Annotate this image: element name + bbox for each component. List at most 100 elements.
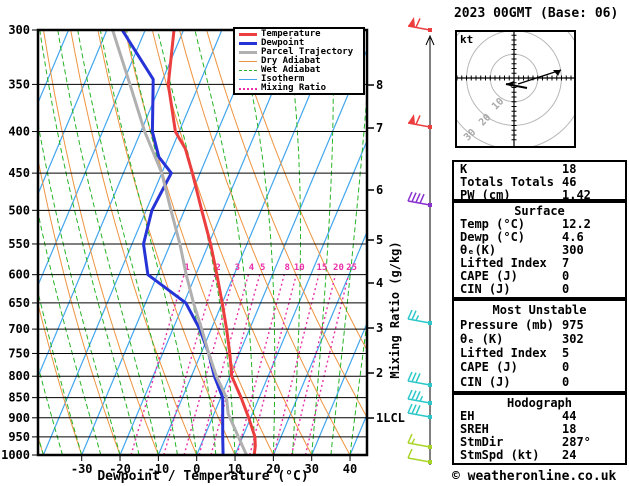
panel-row-value: 302 — [562, 331, 584, 346]
legend-label: Parcel Trajectory — [261, 47, 354, 57]
isotherm-line — [38, 30, 108, 196]
panel-row-value: 300 — [562, 243, 584, 257]
panel-row-label: EH — [460, 409, 475, 423]
panel-row-label: Pressure (mb) — [460, 317, 554, 332]
temperature-curve — [166, 30, 257, 455]
panel-row-label: Lifted Index — [460, 346, 547, 361]
panel-row: Lifted Index 5 — [454, 347, 625, 360]
pressure-tick-label: 300 — [8, 23, 30, 37]
mixing-ratio-line — [130, 274, 185, 455]
storm-motion-arrowhead — [553, 70, 561, 76]
panel-row: EH 44 — [454, 410, 625, 423]
wind-barb — [407, 309, 432, 325]
panel-row-value: 18 — [562, 162, 577, 176]
panel-row-value: 1.42 — [562, 188, 591, 202]
mixing-ratio-value-label: 8 — [285, 263, 290, 273]
km-tick-label: 7 — [376, 121, 383, 135]
panel-row: CAPE (J) 0 — [454, 361, 625, 374]
legend-label: Isotherm — [261, 74, 305, 84]
legend-item: Mixing Ratio — [239, 84, 363, 93]
legend-label: Dewpoint — [261, 38, 305, 48]
legend-label: Dry Adiabat — [261, 56, 321, 66]
pressure-tick-label: 950 — [8, 430, 30, 444]
panel-row-label: Dewp (°C) — [460, 230, 526, 244]
panel-row-label: θₑ (K) — [460, 331, 504, 346]
panel-row-value: 287° — [562, 435, 591, 449]
wind-barb — [407, 403, 432, 419]
pressure-tick-label: 900 — [8, 411, 30, 425]
km-tick-label: 8 — [376, 78, 383, 92]
km-tick-label: 2 — [376, 366, 383, 380]
x-axis-title: Dewpoint / Temperature (°C) — [97, 469, 309, 484]
panel-row-label: CAPE (J) — [460, 269, 518, 283]
mixing-ratio-value-label: 5 — [260, 263, 265, 273]
panel-row: CIN (J) 0 — [454, 375, 625, 389]
panel-row: PW (cm) 1.42 — [454, 189, 625, 202]
panel-hodograph: Hodograph EH 44 SREH 18 StmDir 287° StmSpd (kt)… — [452, 393, 627, 465]
panel-row-label: CIN (J) — [460, 282, 511, 296]
pressure-tick-label: 1000 — [1, 448, 30, 462]
panel-row-label: CAPE (J) — [460, 360, 518, 375]
pressure-tick-label: 450 — [8, 166, 30, 180]
low-level-shear-arrowhead — [506, 81, 514, 87]
legend-swatch-dewpoint — [239, 42, 257, 45]
isotherm-line — [311, 321, 367, 455]
panel-title: Hodograph — [506, 396, 573, 410]
temp-tick-label: -10 — [148, 462, 170, 476]
hodograph-unit-label: kt — [460, 33, 474, 46]
panel-row: StmDir 287° — [454, 436, 625, 449]
dewpoint-curve — [120, 30, 225, 455]
wind-barb — [407, 191, 432, 207]
isotherm-line — [42, 30, 223, 455]
temp-tick-label: -30 — [71, 462, 93, 476]
hodograph-ring-label: 10 — [490, 96, 506, 112]
pressure-tick-label: 550 — [8, 237, 30, 251]
panel-row-label: Temp (°C) — [460, 217, 526, 231]
panel-row: CAPE (J) 0 — [454, 270, 625, 283]
legend-item: Wet Adiabat — [239, 66, 363, 75]
pressure-tick-label: 700 — [8, 322, 30, 336]
panel-row-label: K — [460, 162, 468, 176]
wet-adiabat-line — [57, 30, 159, 455]
panel-title: Surface — [514, 204, 565, 218]
panel-row-value: 7 — [562, 256, 570, 270]
panel-indices: K 18 Totals Totals 46 PW (cm) 1.42 — [452, 160, 627, 202]
pressure-tick-label: 800 — [8, 369, 30, 383]
panel-row-label: Totals Totals — [460, 175, 554, 189]
legend-swatch-parcel-trajectory — [239, 51, 257, 54]
panel-row-value: 975 — [562, 317, 584, 332]
legend-item: Dewpoint — [239, 39, 363, 48]
panel-row-value: 0 — [562, 360, 570, 375]
wind-barb — [407, 448, 432, 464]
plot-area: 1 2 3 4 5 8 10 15 20 25 — [38, 30, 367, 455]
panel-row: Temp (°C) 12.2 — [454, 218, 625, 231]
footer-credit: © weatheronline.co.uk — [452, 469, 617, 484]
isotherm-line — [196, 47, 367, 455]
mixing-ratio-value-label: 15 — [316, 263, 327, 273]
legend-item: Temperature — [239, 30, 363, 39]
panel-row-value: 24 — [562, 448, 577, 462]
isotherm-line — [272, 230, 367, 455]
legend-label: Mixing Ratio — [261, 83, 327, 93]
mixing-ratio-value-label: 3 — [235, 263, 240, 273]
panel-row-value: 46 — [562, 175, 577, 189]
wind-barb-axis-arrow — [425, 34, 435, 46]
panel-row: SREH 18 — [454, 423, 625, 436]
temp-tick-label: 40 — [343, 462, 357, 476]
legend-box: Temperature Dewpoint Parcel Trajectory Dry … — [233, 27, 365, 95]
panel-row-value: 12.2 — [562, 217, 591, 231]
panel-row-value: 0 — [562, 282, 570, 296]
hodograph-box: 10 20 30 kt — [455, 30, 576, 148]
km-tick-label: 3 — [376, 321, 383, 335]
dry-adiabat-line — [38, 301, 83, 455]
panel-row-label: StmSpd (kt) — [460, 448, 540, 462]
legend-item: Isotherm — [239, 75, 363, 84]
legend-swatch-isotherm — [239, 79, 257, 80]
legend-swatch-temperature — [239, 33, 257, 36]
panel-row-label: StmDir — [460, 435, 504, 449]
mixing-ratio-value-label: 2 — [215, 263, 220, 273]
panel-row: θₑ (K) 302 — [454, 331, 625, 346]
wind-barb — [407, 389, 432, 405]
legend-label: Wet Adiabat — [261, 65, 321, 75]
panel-row-label: Lifted Index — [460, 256, 547, 270]
